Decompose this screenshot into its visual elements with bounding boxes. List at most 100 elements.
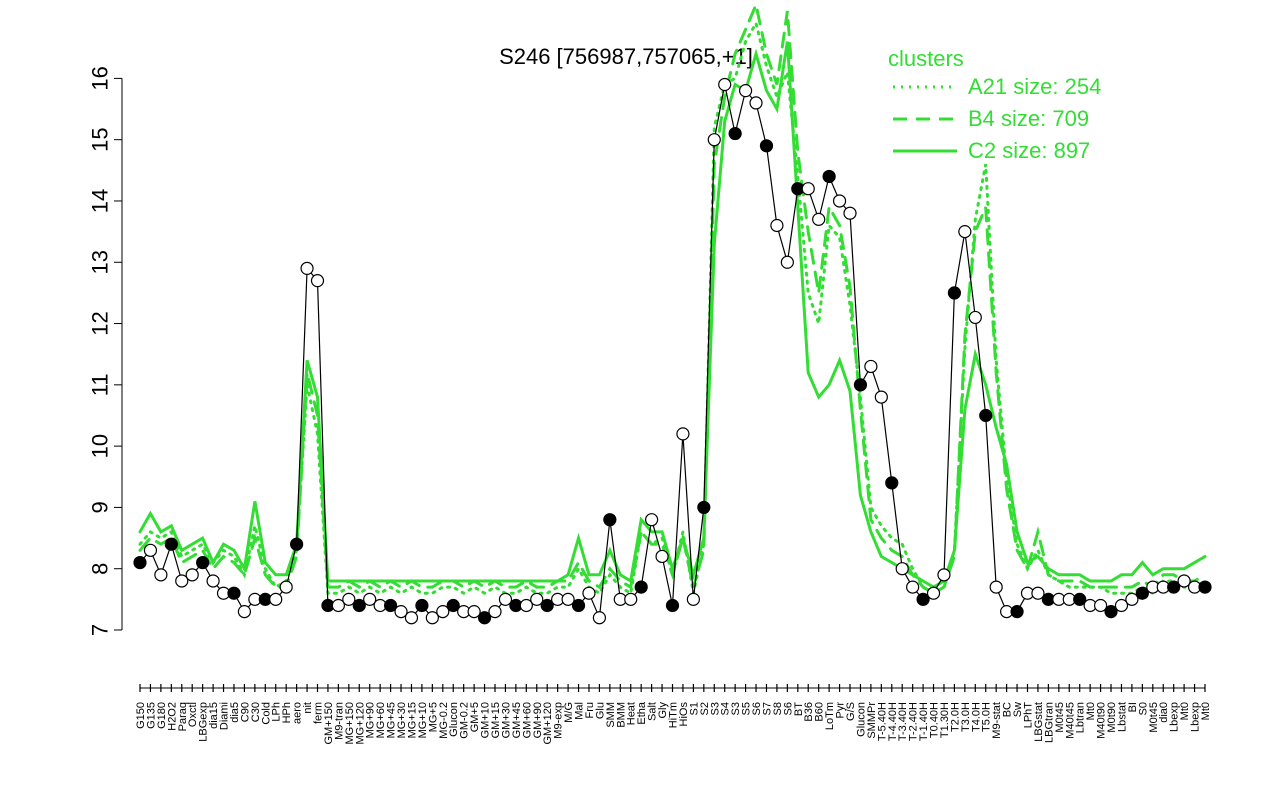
x-tick-label: G135 (145, 702, 157, 729)
x-tick-label: T5.0H (981, 702, 993, 732)
x-tick-label: HPh (281, 702, 293, 723)
data-point (832, 194, 847, 208)
data-point (926, 586, 941, 600)
x-tick-label: T0.40H (929, 702, 941, 738)
data-point (1104, 605, 1118, 619)
x-tick-label: Diami (219, 702, 231, 730)
x-tick-label: G180 (156, 702, 168, 729)
data-point (143, 543, 158, 557)
data-point (436, 605, 450, 619)
x-tick-label: BI (1127, 702, 1139, 712)
data-point (979, 408, 993, 423)
data-point (290, 537, 304, 551)
data-point (175, 574, 189, 588)
data-point (989, 580, 1003, 594)
data-point (540, 598, 554, 613)
x-tick-label: T3.0H (960, 702, 972, 732)
y-tick-label: 7 (88, 624, 113, 636)
x-tick-label: S6 (782, 702, 794, 715)
data-point (1167, 580, 1181, 594)
x-tick-label: GM+30 (500, 702, 512, 738)
x-tick-label: aero (292, 702, 304, 724)
data-point (467, 605, 481, 619)
data-point (363, 592, 377, 606)
data-point (331, 598, 345, 613)
x-tick-label: M40t45 (1064, 702, 1076, 739)
data-point (895, 562, 909, 576)
x-tick-label: MG+45 (386, 702, 398, 738)
data-point (519, 598, 533, 613)
data-point (477, 611, 492, 625)
data-point (300, 261, 314, 275)
data-point (624, 592, 638, 606)
data-point (707, 133, 721, 147)
x-tick-label: ferm (313, 702, 325, 724)
data-point (655, 549, 669, 564)
y-tick-label: 15 (88, 127, 113, 151)
legend-label: A21 size: 254 (968, 74, 1101, 99)
x-tick-label: dia0 (1158, 702, 1170, 723)
data-point (227, 586, 241, 600)
data-point (937, 568, 951, 582)
x-tick-label: LPh (271, 702, 283, 722)
data-point (404, 611, 419, 625)
x-tick-label: Heat (626, 702, 638, 725)
x-tick-label: MG+90 (365, 702, 377, 738)
x-tick-label: LBGexp (198, 702, 210, 742)
x-tick-label: BT (793, 702, 805, 716)
x-tick-label: MG+120 (354, 702, 366, 745)
data-point (269, 592, 283, 606)
data-point (958, 225, 972, 239)
data-point (697, 500, 711, 515)
x-tick-label: T-5.40H (876, 702, 888, 741)
data-point (133, 555, 147, 570)
x-tick-label: BC (1002, 702, 1014, 717)
data-point (196, 555, 210, 570)
x-tick-label: MG+5 (427, 702, 439, 732)
data-point (1125, 592, 1139, 606)
x-tick-label: MG-0.2 (438, 702, 450, 739)
data-point (770, 218, 784, 233)
data-point (645, 513, 659, 527)
y-tick-label: 11 (88, 373, 113, 396)
x-tick-label: Mt0 (1200, 702, 1212, 720)
x-tick-label: Paraq (177, 702, 189, 731)
x-tick-label: B60 (814, 702, 826, 722)
x-tick-label: GM+150 (323, 702, 335, 745)
x-tick-label: S6 (751, 702, 763, 715)
x-tick-label: Mal (574, 702, 586, 720)
data-point (352, 598, 366, 613)
data-point (916, 592, 930, 606)
x-tick-label: T1.30H (939, 702, 951, 738)
data-point (603, 513, 617, 527)
data-point (864, 359, 878, 374)
data-point (749, 96, 763, 110)
x-tick-label: S3 (709, 702, 721, 715)
data-point (885, 476, 899, 490)
series-lines (138, 0, 1207, 596)
data-point (425, 611, 439, 625)
x-tick-label: Glucon (855, 702, 867, 737)
x-tick-label: M40t90 (1096, 702, 1108, 739)
x-tick-label: MG+15 (406, 702, 418, 738)
x-tick-label: T-4.40H (887, 702, 899, 741)
legend-title: clusters (888, 46, 964, 71)
x-tick-label: Mt0 (1179, 702, 1191, 720)
y-axis: 7 8 9 10 11 12 13 14 15 16 (88, 66, 123, 636)
x-tick-label: LBGtran (1043, 702, 1055, 743)
x-tick-label: Lbstat (1116, 702, 1128, 732)
data-points (133, 77, 1212, 625)
x-tick-label: Glu (594, 702, 606, 719)
x-tick-label: SMMPr (866, 702, 878, 739)
x-tick-label: Mt0 (1085, 702, 1097, 720)
x-tick-label: GM+15 (490, 702, 502, 738)
data-point (801, 182, 815, 196)
x-tick-label: nit (302, 702, 314, 714)
data-point (968, 310, 982, 325)
x-axis: G150G135G180H2O2ParaqOxctlLBGexpdia15Dia… (135, 684, 1212, 745)
x-tick-label: MG+60 (375, 702, 387, 738)
x-tick-label: GM+10 (480, 702, 492, 738)
data-point (561, 592, 575, 606)
data-point (571, 598, 586, 613)
data-point (686, 592, 700, 606)
